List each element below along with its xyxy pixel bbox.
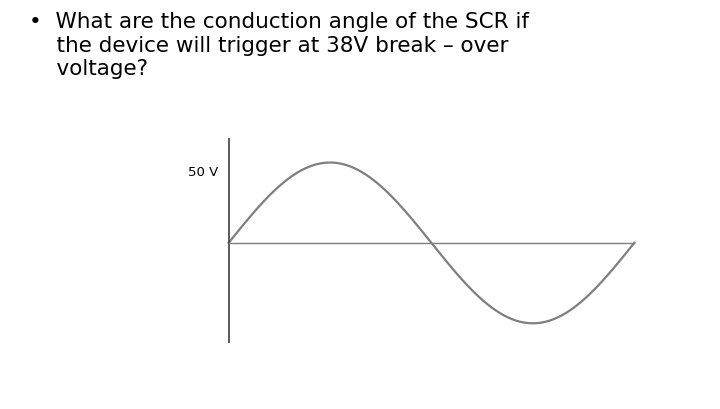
Text: 50 V: 50 V xyxy=(188,166,218,178)
Text: •  What are the conduction angle of the SCR if
    the device will trigger at 38: • What are the conduction angle of the S… xyxy=(29,12,528,79)
